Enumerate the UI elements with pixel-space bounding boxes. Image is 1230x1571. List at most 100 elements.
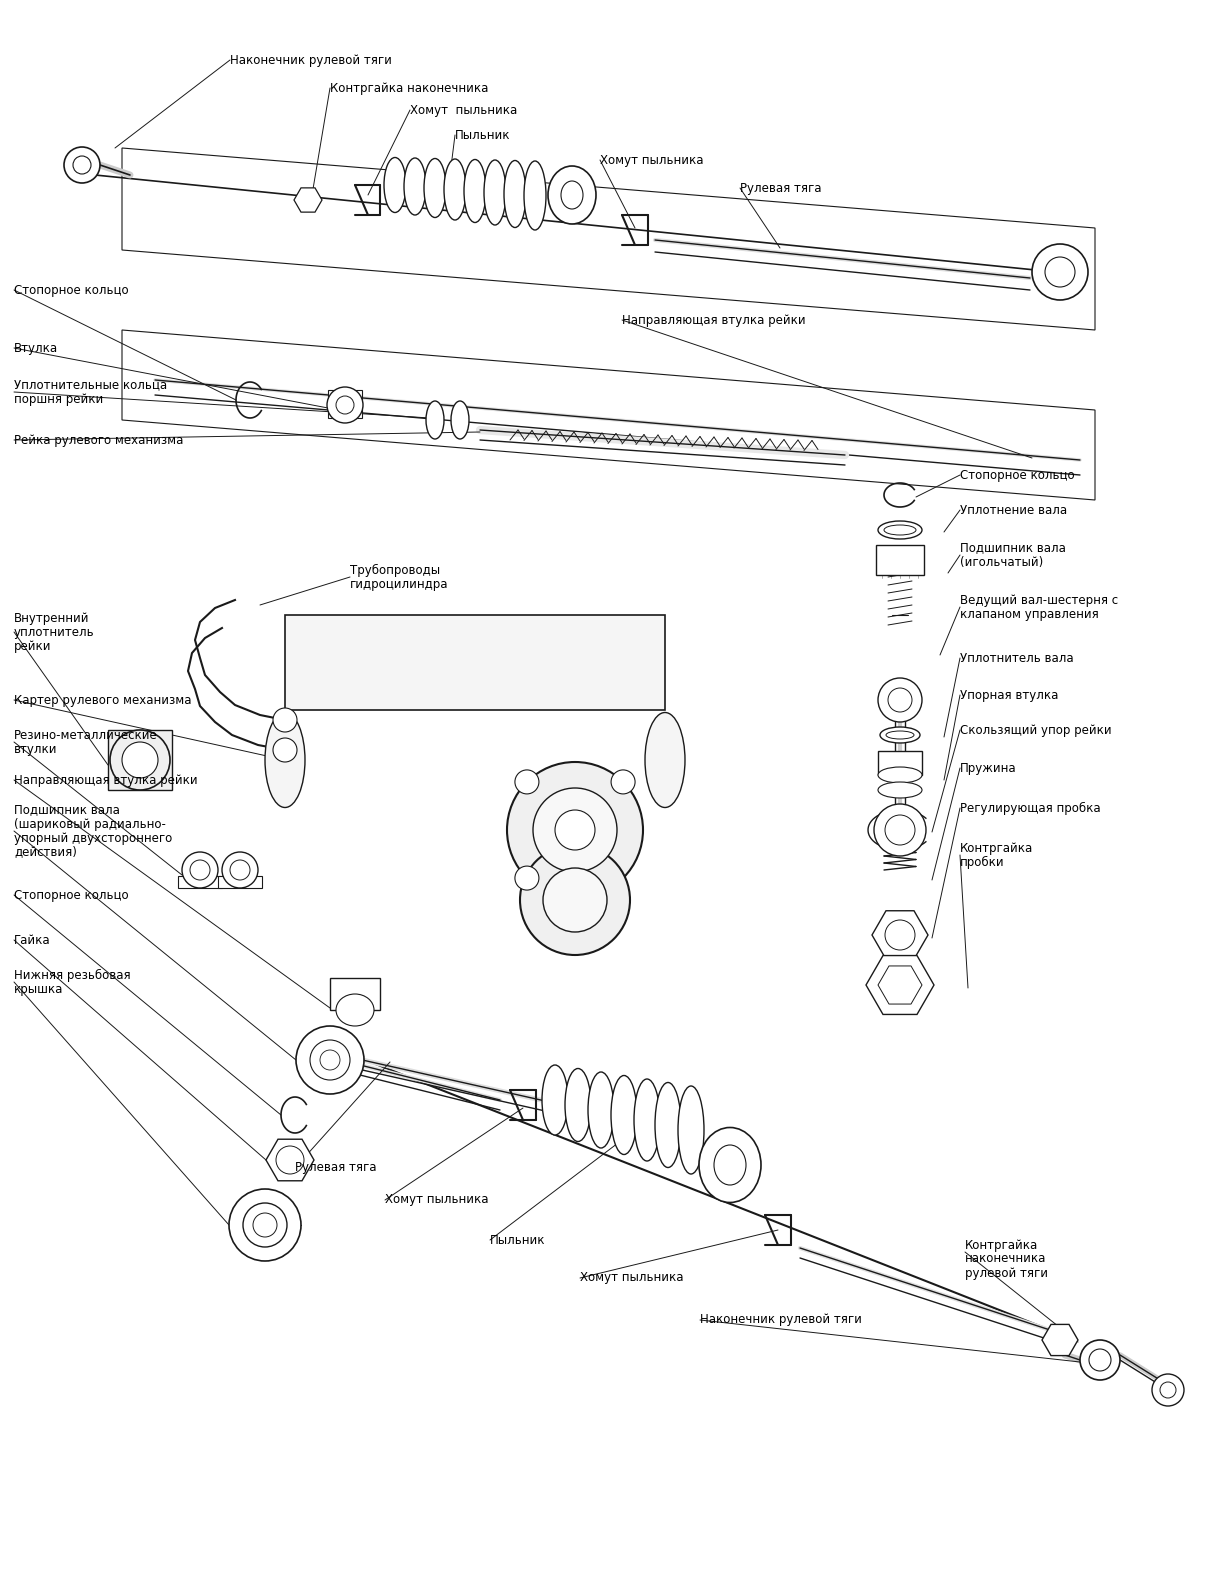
Circle shape: [533, 789, 617, 872]
Text: Внутренний: Внутренний: [14, 611, 90, 625]
Circle shape: [122, 742, 157, 778]
Ellipse shape: [444, 159, 466, 220]
Text: Стопорное кольцо: Стопорное кольцо: [14, 283, 129, 297]
Text: Пружина: Пружина: [959, 762, 1017, 775]
Ellipse shape: [713, 1145, 747, 1185]
Circle shape: [515, 866, 539, 891]
Text: пробки: пробки: [959, 856, 1005, 869]
Circle shape: [310, 1040, 351, 1079]
Text: Наконечник рулевой тяги: Наконечник рулевой тяги: [700, 1313, 862, 1326]
Text: Трубопроводы: Трубопроводы: [351, 564, 440, 577]
Circle shape: [1153, 1375, 1184, 1406]
Text: (шариковый радиально-: (шариковый радиально-: [14, 817, 166, 831]
Ellipse shape: [878, 522, 922, 539]
Ellipse shape: [699, 1128, 761, 1202]
Ellipse shape: [336, 994, 374, 1026]
Text: рейки: рейки: [14, 639, 52, 652]
Bar: [108, 731, 172, 790]
Polygon shape: [872, 911, 927, 960]
Circle shape: [336, 396, 354, 415]
Text: Упорная втулка: Упорная втулка: [959, 688, 1058, 702]
Circle shape: [253, 1213, 277, 1236]
Text: Втулка: Втулка: [14, 341, 58, 355]
Circle shape: [1046, 258, 1075, 287]
Circle shape: [1032, 244, 1089, 300]
Ellipse shape: [879, 727, 920, 743]
Circle shape: [878, 679, 922, 723]
Text: Картер рулевого механизма: Картер рулевого механизма: [14, 693, 192, 707]
Text: Скользящий упор рейки: Скользящий упор рейки: [959, 724, 1112, 737]
Bar: [876, 545, 924, 575]
Circle shape: [555, 811, 595, 850]
Bar: [878, 751, 922, 775]
Text: Уплотнительные кольца: Уплотнительные кольца: [14, 379, 167, 391]
Circle shape: [507, 762, 643, 899]
Circle shape: [273, 738, 296, 762]
Text: Регулирующая пробка: Регулирующая пробка: [959, 801, 1101, 814]
Bar: [218, 877, 262, 888]
Text: Рулевая тяга: Рулевая тяга: [740, 182, 822, 195]
Circle shape: [1080, 1340, 1121, 1379]
Ellipse shape: [633, 1079, 661, 1161]
Bar: [328, 390, 362, 418]
Circle shape: [229, 1189, 301, 1262]
Text: действия): действия): [14, 845, 76, 858]
Circle shape: [230, 859, 250, 880]
Circle shape: [221, 851, 258, 888]
Ellipse shape: [611, 1076, 637, 1155]
Ellipse shape: [588, 1071, 614, 1148]
Circle shape: [520, 845, 630, 955]
Circle shape: [886, 815, 915, 845]
Text: наконечника: наконечника: [966, 1252, 1047, 1266]
Text: Пыльник: Пыльник: [455, 129, 510, 141]
Text: клапаном управления: клапаном управления: [959, 608, 1098, 621]
Text: упорный двухстороннего: упорный двухстороннего: [14, 831, 172, 845]
Circle shape: [276, 1145, 304, 1174]
Text: Ведущий вал-шестерня с: Ведущий вал-шестерня с: [959, 594, 1118, 606]
Circle shape: [327, 386, 363, 423]
Text: крышка: крышка: [14, 982, 64, 996]
Ellipse shape: [384, 157, 406, 212]
Circle shape: [1089, 1349, 1111, 1371]
Circle shape: [611, 770, 635, 793]
Text: Рулевая тяга: Рулевая тяга: [295, 1161, 376, 1175]
Circle shape: [515, 770, 539, 793]
Text: Направляющая втулка рейки: Направляющая втулка рейки: [622, 314, 806, 327]
Circle shape: [273, 709, 296, 732]
Text: Уплотнитель вала: Уплотнитель вала: [959, 652, 1074, 665]
Text: Резино-металлические: Резино-металлические: [14, 729, 157, 742]
Text: Подшипник вала: Подшипник вала: [14, 803, 119, 817]
Polygon shape: [266, 1139, 314, 1181]
Ellipse shape: [483, 160, 506, 225]
Polygon shape: [878, 966, 922, 1004]
Text: уплотнитель: уплотнитель: [14, 625, 95, 638]
Bar: [285, 614, 665, 710]
Ellipse shape: [524, 160, 546, 229]
Ellipse shape: [878, 767, 922, 782]
Ellipse shape: [264, 713, 305, 807]
Circle shape: [888, 688, 911, 712]
Ellipse shape: [678, 1086, 704, 1174]
Ellipse shape: [451, 401, 469, 438]
Text: втулки: втулки: [14, 743, 58, 756]
Text: Хомут пыльника: Хомут пыльника: [581, 1271, 684, 1285]
Ellipse shape: [565, 1068, 590, 1142]
Text: Стопорное кольцо: Стопорное кольцо: [959, 468, 1075, 481]
Bar: [178, 877, 221, 888]
Text: Стопорное кольцо: Стопорное кольцо: [14, 889, 129, 902]
Text: Нижняя резьбовая: Нижняя резьбовая: [14, 968, 130, 982]
Text: Контргайка: Контргайка: [959, 842, 1033, 855]
Circle shape: [1160, 1382, 1176, 1398]
Ellipse shape: [645, 713, 685, 807]
Circle shape: [296, 1026, 364, 1093]
Text: Контргайка: Контргайка: [966, 1238, 1038, 1252]
Text: Рейка рулевого механизма: Рейка рулевого механизма: [14, 434, 183, 446]
Circle shape: [320, 1049, 339, 1070]
Ellipse shape: [424, 159, 446, 217]
Polygon shape: [294, 189, 322, 212]
Ellipse shape: [542, 1065, 568, 1134]
Bar: [549, 825, 601, 870]
Text: Хомут  пыльника: Хомут пыльника: [410, 104, 518, 116]
Text: гидроцилиндра: гидроцилиндра: [351, 578, 449, 591]
Text: Контргайка наконечника: Контргайка наконечника: [330, 82, 488, 94]
